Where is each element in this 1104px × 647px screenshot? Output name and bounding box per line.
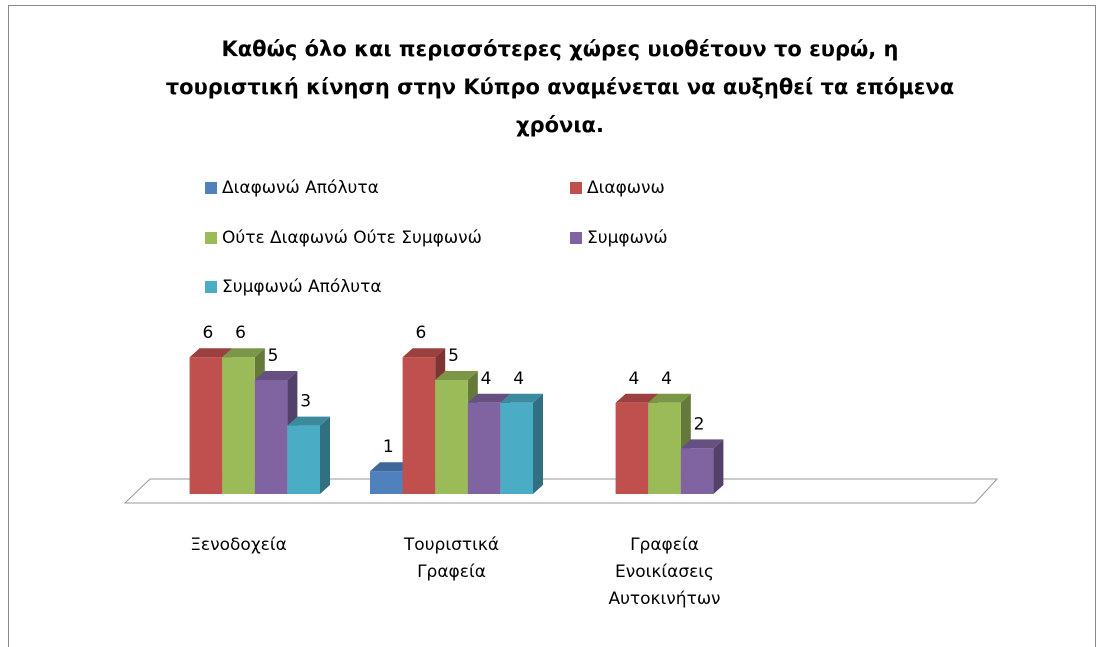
bar xyxy=(287,416,330,494)
bar-front xyxy=(254,380,288,494)
chart-title: Καθώς όλο και περισσότερες χώρες υιοθέτο… xyxy=(166,37,954,137)
legend-label: Διαφωνω xyxy=(587,178,665,198)
bar-front xyxy=(648,402,681,494)
bar-front xyxy=(287,425,320,494)
legend-label: Διαφωνώ Απόλυτα xyxy=(222,178,379,198)
bar-top xyxy=(648,393,691,403)
data-label: 6 xyxy=(415,323,426,343)
bar-top xyxy=(189,348,233,358)
bar-top xyxy=(467,393,511,403)
legend-swatch xyxy=(570,182,582,194)
data-label: 6 xyxy=(202,323,213,343)
bar-top xyxy=(370,462,413,472)
data-label: 4 xyxy=(628,369,639,389)
bar-front xyxy=(402,357,436,494)
legend-label: Συμφωνώ xyxy=(587,228,668,248)
data-label: 5 xyxy=(268,346,279,366)
bar-front xyxy=(189,357,223,494)
chart-frame xyxy=(8,5,1096,647)
legend-swatch xyxy=(570,232,582,244)
bar-top xyxy=(287,416,330,426)
bar-side xyxy=(320,416,330,494)
bar-top xyxy=(435,371,478,380)
data-label: 4 xyxy=(481,369,492,389)
x-tick-label: Γραφεία Ενοικίασεις Αυτοκινήτων xyxy=(608,535,720,609)
bar-front xyxy=(222,357,255,494)
bar-top xyxy=(615,393,659,403)
data-label: 6 xyxy=(235,323,246,343)
bar-front xyxy=(615,402,649,494)
legend-swatch xyxy=(205,182,217,194)
data-label: 4 xyxy=(661,369,672,389)
bar-front xyxy=(680,448,714,494)
bar-top xyxy=(402,348,446,358)
x-tick-label: Ξενοδοχεία xyxy=(190,535,287,555)
bar xyxy=(680,439,724,494)
data-label: 2 xyxy=(694,414,705,434)
bar-front xyxy=(370,471,403,494)
legend-label: Ούτε Διαφωνώ Ούτε Συμφωνώ xyxy=(222,228,482,248)
bar-front xyxy=(500,402,533,494)
legend-swatch xyxy=(205,281,217,293)
legend-swatch xyxy=(205,232,217,244)
floor xyxy=(123,478,999,504)
bar-top xyxy=(254,371,298,380)
bar-front xyxy=(435,380,468,494)
data-label: 3 xyxy=(300,392,311,412)
data-label: 5 xyxy=(448,346,459,366)
bar-side xyxy=(713,439,724,494)
bar-front xyxy=(467,402,501,494)
data-label: 4 xyxy=(513,369,524,389)
bar-top xyxy=(680,439,724,449)
data-label: 1 xyxy=(383,437,394,457)
x-tick-label: Τουριστικά Γραφεία xyxy=(403,535,499,582)
bar xyxy=(500,393,543,494)
legend-label: Συμφωνώ Απόλυτα xyxy=(222,277,382,297)
bar-top xyxy=(222,348,265,358)
bar-side xyxy=(533,393,543,494)
bar-top xyxy=(500,393,543,403)
